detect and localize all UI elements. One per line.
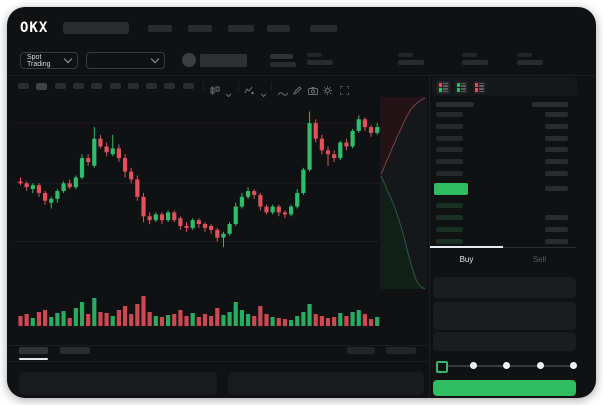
timeframe-button[interactable] (36, 82, 48, 90)
orderbook-header-amount (532, 102, 568, 107)
timeframe-button[interactable] (54, 83, 66, 89)
total-field[interactable] (433, 332, 576, 351)
stat-label-placeholder (307, 53, 322, 57)
nav-item-placeholder[interactable] (228, 25, 254, 32)
stat-value-placeholder (307, 60, 333, 65)
timeframe-button[interactable] (146, 83, 158, 89)
bottom-content-panel (19, 372, 217, 395)
timeframe-button[interactable] (127, 83, 139, 89)
timeframe-button[interactable] (109, 83, 121, 89)
panel-divider (429, 75, 430, 398)
chevron-down-icon[interactable] (225, 85, 232, 103)
last-price-bar[interactable] (434, 183, 468, 195)
header-divider (7, 75, 596, 76)
stat-label-placeholder (398, 53, 413, 57)
coin-avatar (182, 53, 196, 67)
book-bids-only-icon[interactable] (455, 81, 468, 94)
camera-icon[interactable] (308, 82, 318, 100)
tab-buy[interactable]: Buy (459, 254, 474, 264)
price-field[interactable] (433, 277, 576, 298)
nav-item-placeholder[interactable] (188, 25, 212, 32)
indicators-icon[interactable] (244, 82, 254, 100)
bottom-tab-active-underline (19, 358, 48, 360)
stat-value-placeholder (517, 60, 543, 65)
ask-row-amount[interactable] (545, 170, 568, 176)
bid-row-price[interactable] (436, 226, 463, 232)
ask-row-amount[interactable] (545, 159, 568, 164)
ask-row-price[interactable] (436, 135, 463, 141)
last-price-placeholder (270, 54, 293, 59)
pair-name-placeholder (200, 54, 247, 67)
timeframe-button[interactable] (72, 83, 84, 89)
book-both-icon[interactable] (437, 81, 450, 94)
bottom-action-placeholder[interactable] (386, 347, 416, 354)
line-type-wave-icon[interactable] (277, 84, 289, 102)
slider-stop[interactable] (436, 360, 448, 373)
orderbook-toolbar (432, 77, 577, 96)
buy-submit-button[interactable] (433, 380, 576, 396)
interval-candles-icon[interactable] (210, 82, 220, 100)
chevron-down-icon[interactable] (260, 85, 267, 103)
stat-label-placeholder (517, 53, 532, 57)
timeframe-button[interactable] (91, 83, 103, 89)
slider-stop[interactable] (570, 362, 577, 369)
bid-row-amount[interactable] (545, 214, 568, 220)
bid-row-amount[interactable] (545, 238, 568, 244)
search-input[interactable] (63, 22, 129, 34)
bottom-content-panel (228, 372, 424, 395)
settings-gear-icon[interactable] (323, 82, 332, 100)
nav-item-placeholder[interactable] (310, 25, 337, 32)
bid-row-price[interactable] (436, 203, 463, 208)
orderform-tabs-border (430, 247, 576, 248)
chart-bottom-divider (7, 345, 429, 346)
stat-value-placeholder (462, 60, 488, 65)
pair-selector-dropdown[interactable] (86, 52, 165, 69)
slider-stop[interactable] (503, 362, 510, 369)
ask-row-amount[interactable] (545, 112, 568, 117)
ask-row-amount[interactable] (545, 123, 568, 129)
bottom-tabs-divider (7, 361, 429, 362)
stat-label-placeholder (462, 53, 477, 57)
app-window: OKX Spot Trading (7, 7, 596, 398)
tab-sell[interactable]: Sell (532, 254, 547, 264)
market-type-label: Spot Trading (27, 53, 51, 68)
nav-item-placeholder[interactable] (267, 25, 290, 32)
ask-row-price[interactable] (436, 112, 463, 117)
stat-value-placeholder (398, 60, 424, 65)
price-change-placeholder (270, 62, 296, 67)
bottom-tab[interactable] (19, 347, 48, 354)
bottom-tab[interactable] (60, 347, 90, 354)
orderbook-header-price (436, 102, 474, 107)
toolbar-separator (238, 82, 239, 91)
chevron-down-icon (150, 54, 160, 64)
chevron-down-icon (63, 54, 73, 64)
ask-row-price[interactable] (436, 147, 463, 153)
ask-row-price[interactable] (436, 170, 463, 176)
last-price-amount (545, 186, 568, 191)
toolbar-separator (203, 82, 204, 91)
bid-row-price[interactable] (436, 238, 463, 244)
bottom-action-placeholder[interactable] (347, 347, 375, 354)
timeframe-button[interactable] (182, 83, 194, 89)
draw-pencil-icon[interactable] (293, 82, 302, 100)
price-chart[interactable] (14, 96, 428, 345)
toolbar-separator (271, 82, 272, 91)
bid-row-amount[interactable] (545, 226, 568, 232)
active-tab-indicator (430, 246, 503, 248)
ask-row-price[interactable] (436, 123, 463, 129)
nav-item-placeholder[interactable] (148, 25, 172, 32)
amount-field[interactable] (433, 302, 576, 330)
slider-stop[interactable] (469, 362, 477, 369)
timeframe-button[interactable] (18, 83, 29, 89)
ask-row-price[interactable] (436, 159, 463, 164)
ask-row-amount[interactable] (545, 135, 568, 141)
bid-row-price[interactable] (436, 214, 463, 220)
market-type-dropdown[interactable]: Spot Trading (20, 52, 78, 69)
timeframe-button[interactable] (164, 83, 176, 89)
book-asks-only-icon[interactable] (473, 81, 486, 94)
slider-stop[interactable] (536, 362, 544, 369)
ask-row-amount[interactable] (545, 147, 568, 153)
okx-logo[interactable]: OKX (20, 20, 49, 36)
